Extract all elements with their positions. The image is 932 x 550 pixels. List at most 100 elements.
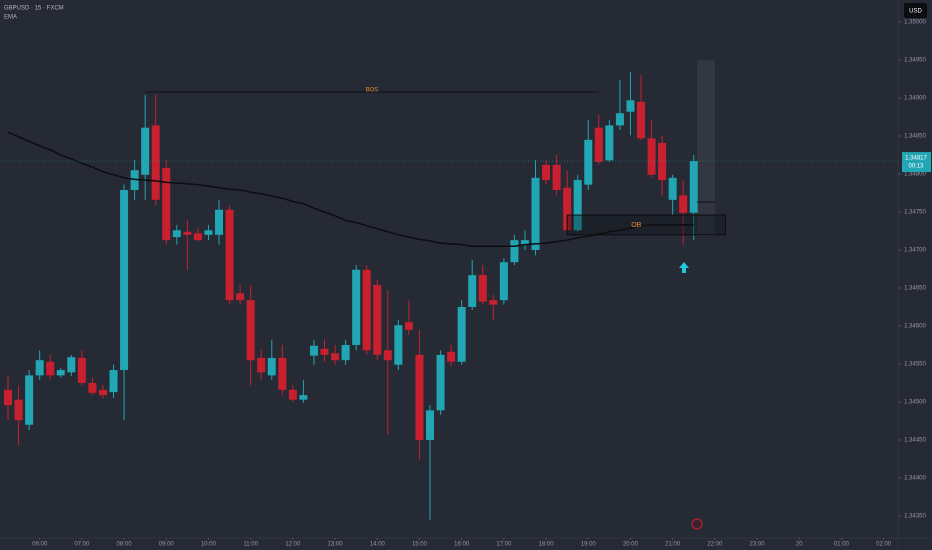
candle-body	[236, 293, 245, 301]
y-tick-label: 1.34350	[904, 514, 926, 520]
x-tick-label: 20:00	[623, 542, 639, 548]
candle-body	[679, 195, 688, 213]
candle-body	[689, 161, 698, 213]
candle-body	[46, 361, 55, 376]
x-tick-label: 09:00	[159, 542, 175, 548]
y-tick-label: 1.34750	[904, 210, 926, 216]
countdown-label: 00:13	[908, 164, 924, 170]
last-price-label: 1.34817	[905, 156, 927, 162]
y-tick-label: 1.34450	[904, 438, 926, 444]
candle-body	[341, 344, 350, 361]
candle-body	[56, 370, 65, 376]
x-tick-label: 10:00	[201, 542, 217, 548]
y-tick-label: 1.34950	[904, 58, 926, 64]
candle-body	[352, 269, 361, 345]
candle-body	[172, 230, 181, 238]
candle-body	[183, 231, 192, 235]
candle-body	[436, 354, 445, 411]
x-tick-label: 13:00	[328, 542, 344, 548]
candle-body	[88, 382, 97, 393]
candle-body	[478, 275, 487, 302]
candle-body	[563, 187, 572, 231]
x-tick-label: 02:00	[876, 542, 892, 548]
candle-body	[141, 127, 150, 175]
candle-body	[520, 240, 529, 245]
position-zone	[697, 60, 715, 236]
candle-body	[278, 357, 287, 390]
candle-body	[510, 240, 519, 263]
candle-body	[552, 164, 561, 190]
x-tick-label: 12:00	[285, 542, 301, 548]
candle-body	[594, 127, 603, 162]
candle-body	[130, 170, 139, 190]
candle-body	[394, 325, 403, 365]
candle-body	[615, 113, 624, 126]
x-tick-label: 15:00	[412, 542, 428, 548]
y-tick-label: 1.34800	[904, 172, 926, 178]
candle-body	[373, 284, 382, 355]
candle-body	[531, 177, 540, 251]
candle-body	[257, 357, 266, 373]
candle-body	[299, 395, 308, 400]
ema-line	[7, 131, 694, 247]
x-tick-label: 17:00	[496, 542, 512, 548]
candle-body	[362, 269, 371, 351]
x-tick-label: 21:00	[665, 542, 681, 548]
candle-body	[288, 389, 297, 400]
x-tick-label: 01:00	[834, 542, 850, 548]
y-tick-label: 1.34500	[904, 400, 926, 406]
candle-body	[204, 230, 213, 235]
x-tick-label: 23:00	[750, 542, 766, 548]
y-tick-label: 1.34400	[904, 476, 926, 482]
candle-body	[489, 300, 498, 305]
candle-body	[151, 125, 160, 200]
y-tick-label: 1.35000	[904, 20, 926, 26]
x-tick-label: 07:00	[74, 542, 90, 548]
candle-body	[415, 354, 424, 440]
x-tick-label: 19:00	[581, 542, 597, 548]
candle-body	[120, 189, 129, 371]
candle-body	[225, 209, 234, 301]
candle-body	[267, 357, 276, 376]
candle-body	[542, 164, 551, 181]
x-tick-label: 20	[796, 542, 803, 548]
candle-body	[404, 322, 413, 330]
candle-body	[426, 410, 435, 440]
signal-arrow	[679, 262, 689, 273]
candle-body	[4, 389, 13, 406]
plot-area	[4, 72, 698, 520]
x-tick-label: 16:00	[454, 542, 470, 548]
y-tick-label: 1.34600	[904, 324, 926, 330]
candle-body	[447, 351, 456, 362]
candle-body	[499, 262, 508, 301]
candle-body	[193, 233, 202, 241]
currency-badge[interactable]	[904, 3, 927, 18]
candle-body	[14, 399, 23, 421]
candle-body	[605, 125, 614, 161]
candle-body	[35, 360, 44, 376]
candle-body	[77, 357, 86, 383]
indicator-name: EMA	[4, 15, 17, 21]
candle-body	[109, 370, 118, 393]
candle-body	[25, 375, 34, 425]
candle-body	[383, 350, 392, 361]
candle-body	[647, 138, 656, 175]
x-tick-label: 11:00	[243, 542, 258, 548]
x-tick-label: 18:00	[539, 542, 555, 548]
last-price-badge	[902, 152, 931, 173]
x-tick-label: 08:00	[117, 542, 133, 548]
candle-body	[67, 357, 76, 373]
candle-body	[573, 180, 582, 231]
x-tick-label: 22:00	[707, 542, 723, 548]
candle-body	[309, 345, 318, 356]
candle-body	[98, 389, 107, 396]
x-tick-label: 14:00	[370, 542, 386, 548]
x-tick-label: 06:00	[32, 542, 48, 548]
chart-title: GBPUSD · 15 · FXCM	[4, 6, 64, 12]
candle-body	[668, 177, 677, 200]
candle-body	[162, 167, 171, 241]
event-icon	[691, 518, 703, 530]
candle-body	[320, 348, 329, 355]
